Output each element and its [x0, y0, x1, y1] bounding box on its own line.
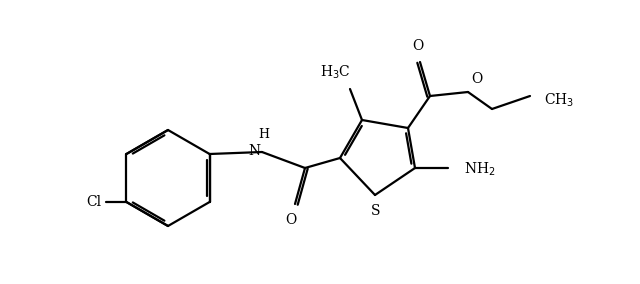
Text: Cl: Cl	[86, 195, 101, 209]
Text: S: S	[371, 204, 381, 218]
Text: H: H	[259, 128, 269, 141]
Text: CH$_3$: CH$_3$	[544, 91, 574, 109]
Text: O: O	[412, 39, 424, 53]
Text: H$_3$C: H$_3$C	[320, 64, 350, 81]
Text: O: O	[471, 72, 483, 86]
Text: NH$_2$: NH$_2$	[464, 160, 495, 178]
Text: N: N	[248, 144, 260, 158]
Text: O: O	[285, 213, 296, 227]
